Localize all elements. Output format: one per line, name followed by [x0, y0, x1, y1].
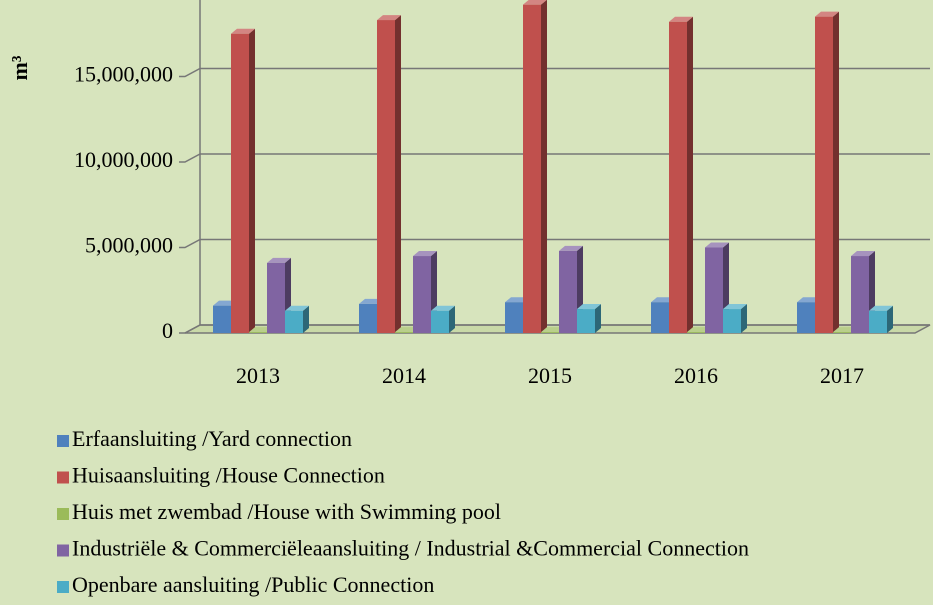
bar — [431, 310, 449, 333]
legend-label: Huis met zwembad /House with Swimming po… — [72, 499, 501, 524]
bar-top — [669, 16, 693, 22]
bar — [815, 16, 833, 334]
legend-label: Huisaansluiting /House Connection — [72, 463, 385, 488]
bar — [541, 332, 559, 333]
y-axis-label: m³ — [7, 55, 32, 80]
legend-label: Industriële & Commerciëleaansluiting / I… — [72, 536, 749, 561]
bar-top — [851, 251, 875, 257]
bar-side — [541, 0, 547, 333]
bar — [505, 302, 523, 333]
bar — [395, 332, 413, 333]
bar — [833, 332, 851, 333]
bar-side — [449, 305, 455, 333]
bar-side — [741, 304, 747, 333]
bar-top — [285, 305, 309, 311]
x-tick-label: 2015 — [528, 363, 572, 388]
bar-top — [523, 0, 547, 5]
bar — [213, 305, 231, 333]
bar — [705, 247, 723, 333]
bar-side — [833, 11, 839, 334]
bar-top — [815, 11, 839, 17]
x-tick-label: 2014 — [382, 363, 426, 388]
legend-label: Openbare aansluiting /Public Connection — [72, 572, 434, 597]
y-tick-label: 10,000,000 — [74, 147, 173, 172]
bar-top — [559, 245, 583, 251]
bar-top — [231, 28, 255, 34]
bar-top — [377, 15, 401, 21]
grid-line — [179, 238, 930, 249]
bar-side — [395, 15, 401, 333]
y-tick-label: 5,000,000 — [85, 233, 173, 258]
bar-top — [869, 305, 893, 311]
bar — [377, 20, 395, 333]
bar-side — [249, 28, 255, 333]
x-tick-label: 2016 — [674, 363, 718, 388]
legend-swatch — [57, 508, 69, 520]
bar-top — [705, 242, 729, 248]
bar — [723, 309, 741, 333]
bar-top — [723, 304, 747, 310]
bar-top — [267, 257, 291, 263]
bar — [669, 21, 687, 334]
bar — [413, 256, 431, 333]
legend-swatch — [57, 581, 69, 593]
bar — [267, 262, 285, 333]
bar-side — [887, 305, 893, 333]
grid-line — [179, 67, 930, 78]
legend-swatch — [57, 435, 69, 447]
bar — [797, 302, 815, 333]
bar — [285, 310, 303, 333]
bar — [359, 303, 377, 333]
bar-top — [431, 305, 455, 311]
bar — [651, 302, 669, 333]
bar-side — [303, 305, 309, 333]
x-tick-label: 2017 — [820, 363, 864, 388]
legend-swatch — [57, 471, 69, 484]
bar — [231, 33, 249, 333]
y-tick-label: 0 — [162, 318, 173, 343]
bar — [687, 332, 705, 333]
bar-side — [595, 304, 601, 333]
bar — [577, 309, 595, 333]
bar — [869, 310, 887, 333]
bar — [249, 332, 267, 333]
bar-top — [413, 251, 437, 257]
y-tick-label: 15,000,000 — [74, 62, 173, 87]
legend-swatch — [57, 544, 69, 557]
bar-side — [687, 16, 693, 334]
grid-line — [179, 153, 930, 163]
y-tick-label: 20,000,000 — [74, 0, 173, 1]
bar — [523, 4, 541, 334]
x-tick-label: 2013 — [236, 363, 280, 388]
bar — [559, 250, 577, 333]
bar — [851, 256, 869, 333]
legend-label: Erfaansluiting /Yard connection — [72, 426, 352, 451]
bar-top — [577, 304, 601, 310]
